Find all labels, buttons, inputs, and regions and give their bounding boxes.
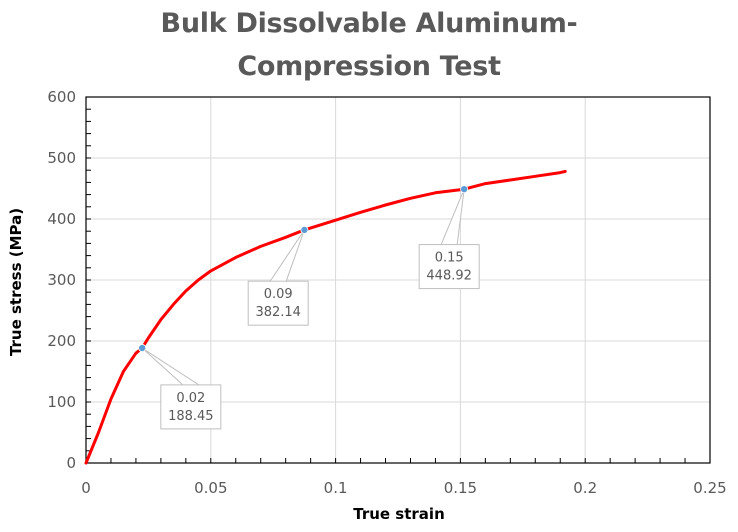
x-tick-label: 0.15 <box>444 479 477 497</box>
callout-box <box>418 244 480 290</box>
x-axis-label: True strain <box>353 505 445 523</box>
chart-title-line-2: Compression Test <box>237 51 501 82</box>
y-tick-label: 100 <box>47 393 76 411</box>
callout-leader <box>141 347 200 386</box>
callout-label: 188.45 <box>168 409 214 424</box>
chart-title-line-1: Bulk Dissolvable Aluminum- <box>160 8 578 39</box>
data-point-marker <box>460 185 469 194</box>
data-point-marker <box>300 225 309 234</box>
y-tick-label: 200 <box>47 332 76 350</box>
y-tick-label: 600 <box>47 88 76 106</box>
y-tick-label: 500 <box>47 149 76 167</box>
callout-label: 0.15 <box>435 251 464 266</box>
data-point-marker <box>138 344 147 353</box>
y-tick-label: 0 <box>66 454 76 472</box>
x-tick-label: 0.2 <box>573 479 597 497</box>
callout-box <box>247 280 309 326</box>
callout-label: 0.02 <box>176 391 205 406</box>
x-tick-label: 0.25 <box>693 479 726 497</box>
x-tick-label: 0.1 <box>324 479 348 497</box>
x-tick-label: 0.05 <box>194 479 227 497</box>
y-tick-label: 400 <box>47 210 76 228</box>
callout-box <box>160 384 222 430</box>
x-tick-label: 0 <box>81 479 91 497</box>
callout-label: 0.09 <box>264 287 293 302</box>
stress-strain-line <box>84 169 567 465</box>
callout-label: 382.14 <box>255 305 301 320</box>
y-tick-label: 300 <box>47 271 76 289</box>
callout-label: 448.92 <box>426 269 472 284</box>
